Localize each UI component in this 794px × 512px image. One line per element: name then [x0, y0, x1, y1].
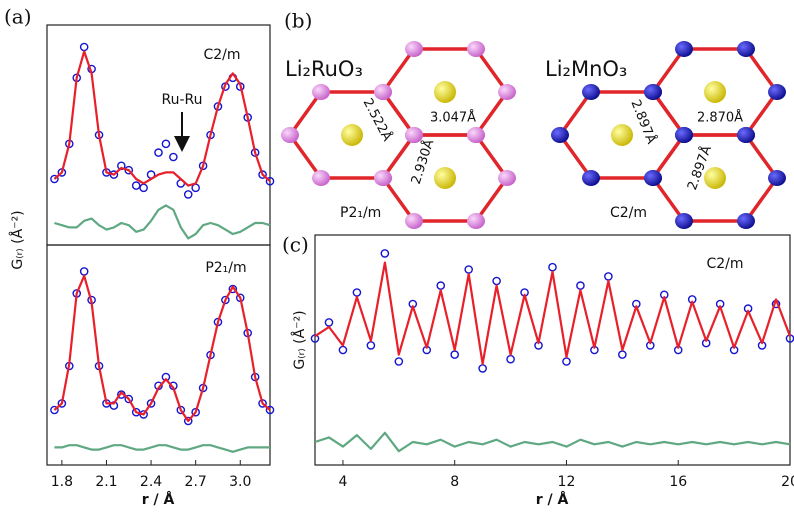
data-point: [353, 289, 360, 296]
data-line: [315, 263, 790, 364]
data-point: [563, 358, 570, 365]
annotation: Ru-Ru: [162, 92, 203, 108]
data-point: [437, 282, 444, 289]
data-point: [381, 250, 388, 257]
data-line: [315, 433, 790, 451]
data-point: [170, 153, 177, 160]
data-point: [619, 351, 626, 358]
data-point: [185, 191, 192, 198]
x-tick-label: 1.8: [51, 474, 73, 490]
x-axis-label: r / Å: [142, 491, 175, 508]
panel-label: (b): [284, 9, 312, 33]
metal-atom: [405, 213, 423, 229]
x-tick-label: 2.4: [140, 474, 162, 490]
distance-label: 2.930Å: [408, 137, 437, 186]
y-axis-label: G₍ᵣ₎ (Å⁻²): [9, 210, 26, 269]
x-tick-label: 3.0: [229, 474, 251, 490]
metal-atom: [312, 170, 330, 186]
subplot-title: C2/m: [706, 256, 743, 272]
y-axis-label: G₍ᵣ₎ (Å⁻²): [291, 310, 308, 369]
distance-label: 3.047Å: [430, 110, 476, 126]
x-tick-label: 2.7: [185, 474, 207, 490]
data-point: [155, 149, 162, 156]
data-point: [133, 182, 140, 189]
metal-atom: [675, 127, 693, 143]
metal-atom: [374, 170, 392, 186]
metal-atom: [675, 41, 693, 57]
metal-atom: [467, 213, 485, 229]
metal-atom: [405, 127, 423, 143]
figure: (b)Li₂RuO₃P2₁/m2.522Å3.047Å2.930ÅLi₂MnO₃…: [0, 0, 794, 512]
data-point: [339, 346, 346, 353]
metal-atom: [582, 84, 600, 100]
metal-atom: [644, 170, 662, 186]
x-tick-label: 16: [669, 474, 687, 490]
metal-atom: [768, 170, 786, 186]
metal-atom: [768, 84, 786, 100]
space-group: C2/m: [610, 205, 647, 221]
data-point: [549, 264, 556, 271]
x-tick-label: 2.1: [95, 474, 117, 490]
data-line: [54, 445, 270, 452]
x-tick-label: 12: [558, 474, 576, 490]
data-point: [81, 268, 88, 275]
data-point: [367, 342, 374, 349]
li-atom: [434, 167, 456, 189]
plot: 4 8 12 16 20 (c) C2/m G₍ᵣ₎ (Å⁻²) r / Å: [282, 233, 794, 509]
metal-atom: [582, 170, 600, 186]
formula: Li₂RuO₃: [285, 57, 363, 81]
data-line: [54, 51, 270, 185]
panel-label: (c): [282, 233, 309, 257]
data-point: [507, 356, 514, 363]
data-point: [140, 184, 147, 191]
x-axis-label: r / Å: [536, 491, 569, 508]
x-tick-label: 8: [450, 474, 459, 490]
metal-atom: [737, 41, 755, 57]
plot-frame: [47, 245, 270, 465]
metal-atom: [467, 127, 485, 143]
data-point: [465, 266, 472, 273]
metal-atom: [374, 84, 392, 100]
li-atom: [611, 124, 633, 146]
metal-atom: [281, 127, 299, 143]
data-point: [577, 282, 584, 289]
formula: Li₂MnO₃: [545, 57, 627, 81]
metal-atom: [405, 41, 423, 57]
metal-atom: [498, 84, 516, 100]
metal-atom: [644, 84, 662, 100]
charts: (a) C2/m Ru-Ru G₍ᵣ₎ (Å⁻²) 1.8 2.1 2.4 2.7 3.0 P2₁…: [4, 5, 794, 509]
data-point: [479, 365, 486, 372]
data-line: [54, 276, 270, 421]
panel-label: (a): [4, 5, 32, 29]
plot: (a) C2/m Ru-Ru G₍ᵣ₎ (Å⁻²): [4, 5, 274, 270]
x-tick-label: 4: [338, 474, 347, 490]
metal-atom: [498, 170, 516, 186]
metal-atom: [312, 84, 330, 100]
data-point: [162, 140, 169, 147]
metal-atom: [467, 41, 485, 57]
plot: 1.8 2.1 2.4 2.7 3.0 P2₁/m r / Å: [47, 245, 274, 508]
data-point: [451, 351, 458, 358]
x-tick-label: 20: [781, 474, 794, 490]
metal-atom: [737, 213, 755, 229]
data-point: [81, 43, 88, 50]
metal-atom: [551, 127, 569, 143]
data-point: [325, 319, 332, 326]
li-atom: [704, 167, 726, 189]
subplot-title: C2/m: [203, 47, 240, 63]
space-group: P2₁/m: [340, 205, 381, 221]
li-atom: [704, 81, 726, 103]
data-point: [395, 358, 402, 365]
li-atom: [434, 81, 456, 103]
li-atom: [341, 124, 363, 146]
data-line: [54, 205, 270, 238]
distance-label: 2.870Å: [697, 110, 743, 126]
data-point: [493, 277, 500, 284]
data-point: [605, 273, 612, 280]
subplot-title: P2₁/m: [205, 260, 246, 276]
metal-atom: [675, 213, 693, 229]
metal-atom: [737, 127, 755, 143]
